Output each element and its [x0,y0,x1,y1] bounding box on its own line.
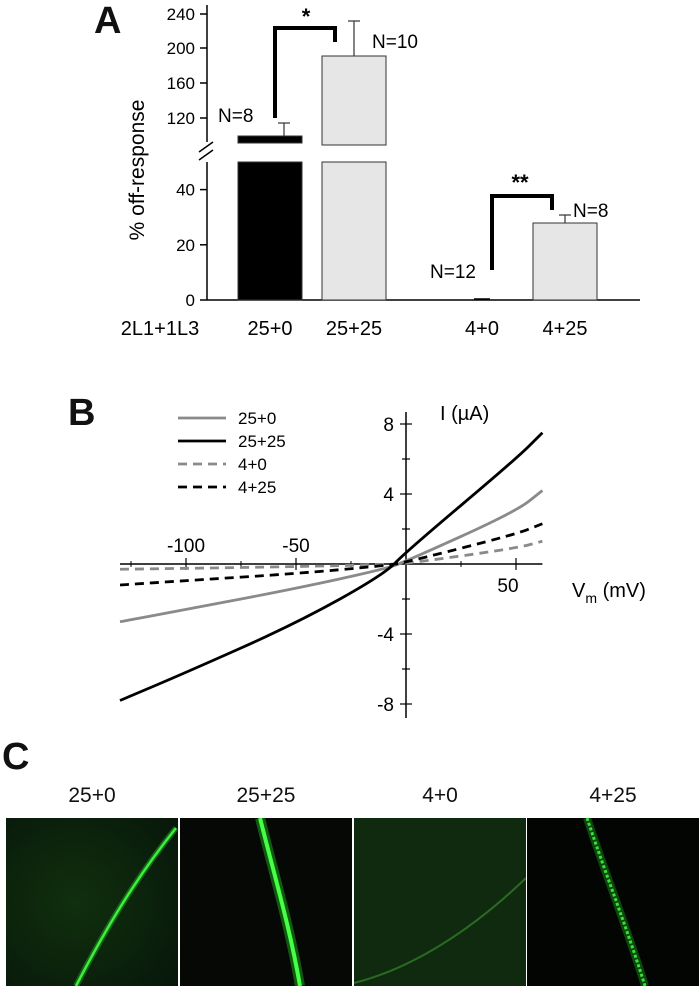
y-tick-label: 4 [383,485,394,506]
significance-bracket [490,194,554,270]
panel-a-label: A [94,0,122,42]
x-tick-label: -50 [282,536,309,557]
x-tick-label: -100 [167,536,205,557]
x-tick-label: 4+25 [542,318,587,340]
fluorescence-image-4-25 [527,818,699,986]
y-axis-label: I (µA) [440,403,489,425]
y-tick-label: 8 [383,415,394,436]
series-line-25+25 [119,431,544,702]
n-label: N=8 [218,106,253,127]
n-label: N=10 [372,32,418,53]
y-axis-label: % off-response [126,100,149,241]
significance-label: ** [511,170,529,195]
n-label: N=12 [430,262,476,283]
image-label-3: 4+0 [422,784,458,807]
y-tick-label: -4 [377,625,394,646]
x-tick-label: 25+25 [326,318,382,340]
x-tick-label: 50 [497,576,518,597]
y-tick-label: 40 [176,181,195,200]
panel-c-label: C [2,736,30,778]
y-tick-label: 240 [167,5,195,24]
y-tick-label: 120 [167,109,195,128]
fluorescence-image-4-0 [354,818,526,986]
x-axis-label: Vm (mV) [572,580,646,606]
x-tick-label: 25+0 [247,318,292,340]
legend-label: 4+0 [238,455,267,474]
bar-4+25 [532,222,598,301]
y-tick-label: 160 [167,74,195,93]
y-tick-label: -8 [377,695,394,716]
bar-upper-25+0 [237,135,303,144]
fluorescence-image-25-0 [6,818,178,986]
bar-chart: 0 20 40 120 160 200 240 N=8 25+0 N=10 25+25 N=12 4+0… [121,4,640,340]
axis-break-mark [198,141,214,153]
series-line-4+25 [119,522,543,587]
significance-bracket [273,26,337,118]
row-label: 2L1+1L3 [121,318,199,340]
legend-label: 25+0 [238,409,276,428]
legend-label: 4+25 [238,478,276,497]
x-tick-label: 4+0 [465,318,499,340]
n-label: N=8 [573,201,608,222]
series-line-4+0 [119,539,543,571]
bar-25+0 [237,161,303,301]
y-tick-label: 20 [176,236,195,255]
y-tick-label: 200 [167,39,195,58]
series-line-25+0 [119,489,544,624]
fluorescence-image-25-25 [180,818,352,986]
axis-break-mark [198,149,214,161]
y-tick-label: 0 [186,291,195,310]
bar-25+25 [321,161,387,301]
line-chart: -100 -50 50 8 4 -4 -8 25+0 25+25 4+0 4+25 I (µA) V… [119,403,646,718]
image-label-1: 25+0 [68,784,116,807]
image-label-2: 25+25 [236,784,296,807]
bar-upper-25+25 [321,55,387,146]
significance-label: * [302,4,311,29]
image-label-4: 4+25 [589,784,637,807]
legend-label: 25+25 [238,432,286,451]
panel-b-label: B [68,392,96,434]
